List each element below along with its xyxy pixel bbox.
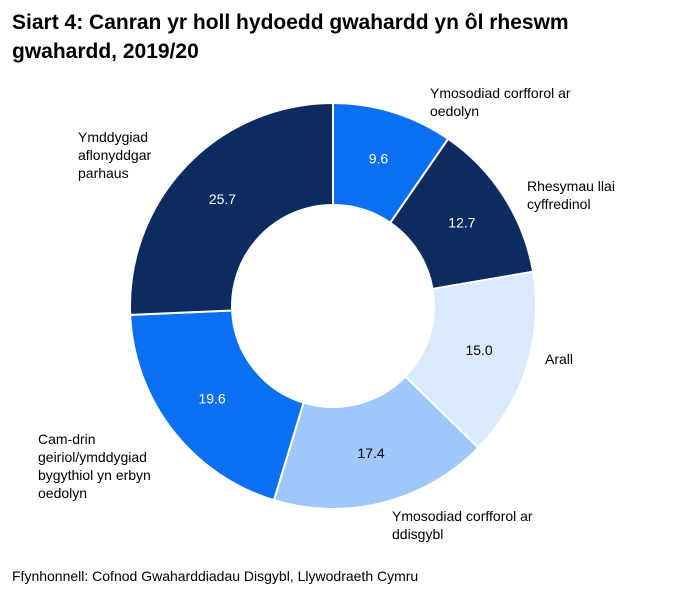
- donut-slice: [403, 270, 537, 450]
- category-label: Ymddygiad aflonyddgar parhaus: [78, 129, 152, 181]
- donut-slice: [272, 375, 480, 510]
- category-label: Cam-drin geiriol/ymddygiad bygythiol yn …: [38, 431, 151, 501]
- category-label: Rhesymau llai cyffredinol: [527, 178, 615, 212]
- source: Ffynhonnell: Cofnod Gwaharddiadau Disgyb…: [12, 568, 419, 584]
- value-label: 12.7: [448, 214, 475, 230]
- donut-slice: [129, 309, 305, 502]
- category-label: Ymosodiad corfforol ar ddisgybl: [392, 508, 533, 542]
- value-label: 9.6: [369, 151, 389, 167]
- category-label: Ymosodiad corfforol ar oedolyn: [430, 85, 571, 119]
- value-label: 19.6: [198, 390, 225, 406]
- value-label: 17.4: [357, 445, 384, 461]
- donut-slice: [129, 101, 334, 316]
- value-label: 15.0: [465, 342, 492, 358]
- chart-title: Siart 4: Canran yr holl hydoedd gwahardd…: [12, 11, 569, 63]
- value-label: 25.7: [209, 191, 236, 207]
- category-label: Arall: [545, 351, 574, 367]
